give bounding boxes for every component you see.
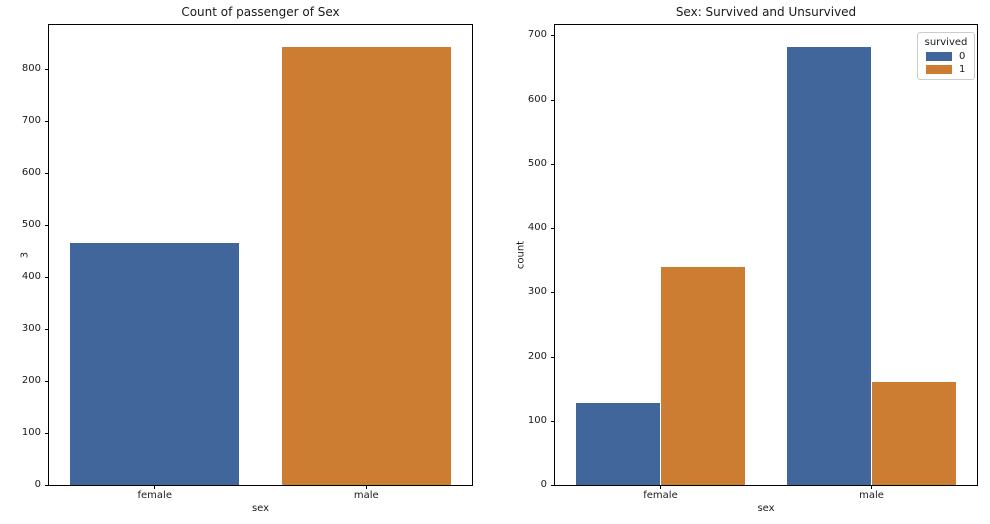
legend-entry-survived-1: 1 bbox=[918, 62, 974, 75]
y-tick-label: 0 bbox=[540, 479, 547, 490]
x-tick-mark bbox=[871, 486, 872, 489]
x-tick-label: male bbox=[353, 490, 379, 501]
y-tick-label: 800 bbox=[21, 63, 41, 75]
bar-female-survived-0 bbox=[576, 403, 661, 485]
y-tick-mark bbox=[551, 99, 554, 101]
y-tick-label: 500 bbox=[527, 157, 547, 169]
legend-entry-survived-0: 0 bbox=[918, 49, 974, 62]
legend-entry-label: 1 bbox=[959, 64, 966, 75]
y-tick-label: 600 bbox=[21, 167, 41, 179]
y-tick-mark bbox=[45, 329, 48, 331]
chart-survival-by-sex: Sex: Survived and Unsurvived count 0 100 2… bbox=[516, 5, 978, 514]
legend-title: survived bbox=[924, 37, 968, 48]
y-tick-mark bbox=[45, 69, 48, 71]
y-tick-mark bbox=[45, 381, 48, 383]
chart-title: Sex: Survived and Unsurvived bbox=[675, 5, 857, 19]
x-tick-mark bbox=[660, 486, 661, 489]
y-tick-label: 600 bbox=[527, 93, 547, 105]
legend-entry-label: 0 bbox=[959, 51, 966, 62]
y-tick-mark bbox=[551, 356, 554, 358]
y-tick-label: 100 bbox=[21, 427, 41, 439]
chart-title: Count of passenger of Sex bbox=[181, 5, 340, 19]
legend-swatch-survived-0 bbox=[926, 52, 952, 61]
y-tick-label: 400 bbox=[21, 271, 41, 283]
y-tick-mark bbox=[551, 292, 554, 294]
y-tick-mark bbox=[45, 121, 48, 123]
x-axis-label: sex bbox=[251, 503, 270, 514]
y-tick-mark bbox=[551, 163, 554, 165]
y-tick-label: 700 bbox=[527, 29, 547, 41]
x-tick-label: female bbox=[137, 490, 172, 501]
bar-female bbox=[70, 242, 240, 485]
y-tick-mark bbox=[551, 485, 554, 486]
plot-area: 0 100 200 300 400 500 600 700 female male bbox=[528, 25, 977, 501]
x-axis-label: sex bbox=[757, 503, 775, 514]
y-tick-label: 200 bbox=[527, 350, 547, 362]
legend: survived 0 1 bbox=[917, 32, 975, 80]
y-tick-mark bbox=[551, 35, 554, 37]
y-tick-mark bbox=[45, 433, 48, 435]
chart-passenger-count-by-sex: Count of passenger of Sex 3 0 100 200 300 40… bbox=[20, 5, 473, 514]
y-tick-label: 400 bbox=[527, 222, 547, 234]
bar-male-survived-1 bbox=[871, 381, 956, 485]
y-tick-mark bbox=[45, 173, 48, 175]
y-tick-mark bbox=[45, 277, 48, 279]
x-tick-mark bbox=[154, 486, 156, 489]
x-tick-label: male bbox=[859, 490, 884, 501]
bar-male-survived-0 bbox=[787, 46, 872, 485]
y-tick-mark bbox=[45, 225, 48, 227]
y-tick-label: 500 bbox=[21, 219, 41, 231]
y-tick-label: 100 bbox=[527, 414, 547, 426]
y-tick-label: 200 bbox=[21, 375, 41, 387]
bar-female-survived-1 bbox=[660, 267, 745, 485]
y-tick-label: 0 bbox=[34, 479, 41, 490]
y-tick-label: 700 bbox=[21, 115, 41, 127]
y-tick-mark bbox=[551, 420, 554, 422]
y-tick-label: 300 bbox=[21, 323, 41, 335]
y-tick-label: 300 bbox=[527, 286, 547, 298]
x-tick-mark bbox=[365, 486, 367, 489]
y-tick-mark bbox=[551, 228, 554, 230]
legend-swatch-survived-1 bbox=[926, 65, 952, 74]
bar-male bbox=[281, 46, 451, 485]
y-tick-mark bbox=[45, 485, 48, 486]
x-tick-label: female bbox=[643, 490, 678, 501]
plot-area: 0 100 200 300 400 500 600 700 800 female male bbox=[22, 25, 472, 501]
